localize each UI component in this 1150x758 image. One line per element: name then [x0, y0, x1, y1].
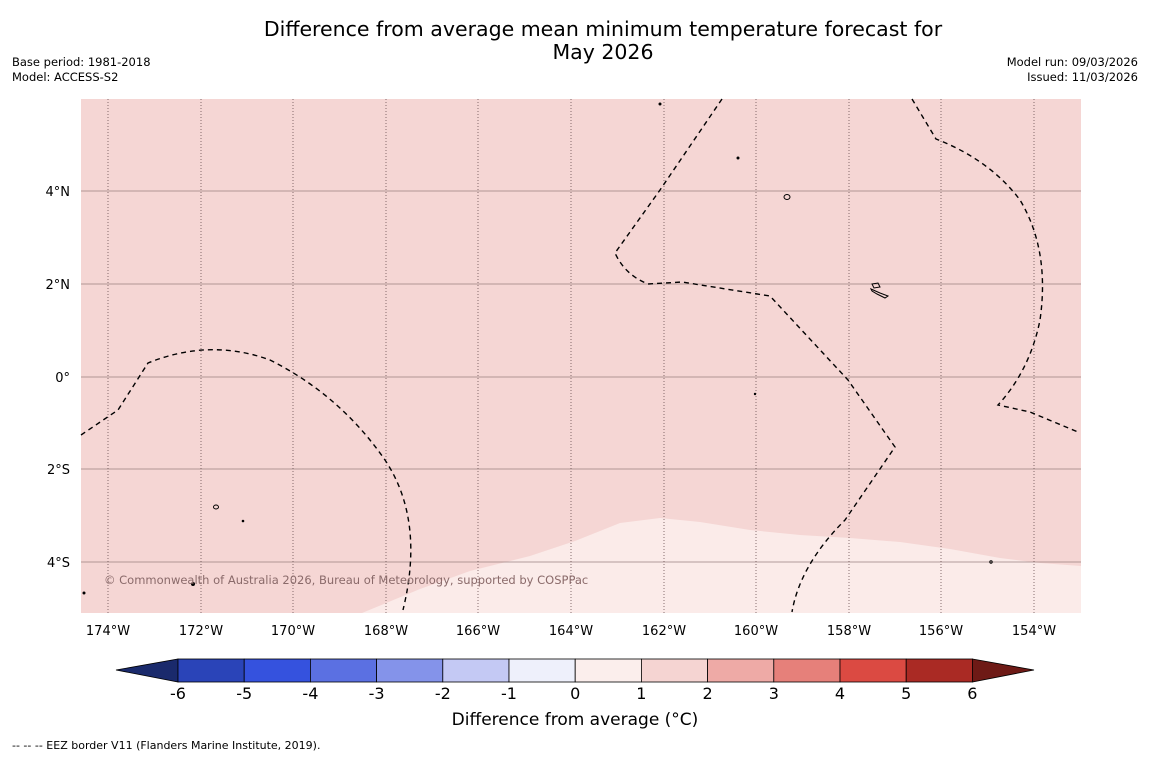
island-4: [658, 102, 662, 106]
lat-label-4s: 4°S: [47, 556, 70, 571]
lon-label-166w: 166°W: [456, 624, 500, 639]
eez-border-east: [911, 98, 1079, 433]
colorbar-tick-6: 6: [967, 684, 977, 703]
island-kiritimati: [869, 282, 890, 299]
colorbar-bin-m3-m2: [376, 658, 444, 683]
run-info: Model run: 09/03/2026 Issued: 11/03/2026: [1007, 55, 1138, 85]
lon-label-164w: 164°W: [549, 624, 593, 639]
colorbar-bin-m4-m3: [309, 658, 377, 683]
lat-label-2s: 2°S: [47, 463, 70, 478]
colorbar-ticks: -6 -5 -4 -3 -2 -1 0 1 2 3 4 5 6: [170, 684, 977, 703]
graticule: [81, 99, 1081, 613]
colorbar-bin-0-1: [574, 658, 642, 683]
colorbar: [115, 658, 1035, 683]
colorbar-title: Difference from average (°C): [451, 710, 699, 730]
colorbar-bin-m5-m4: [243, 658, 311, 683]
colorbar-bin-m1-0: [508, 658, 576, 683]
base-period: Base period: 1981-2018: [12, 55, 151, 69]
anomaly-region-0-1: [362, 518, 1081, 613]
colorbar-tick-4: 4: [835, 684, 845, 703]
lat-label-4n: 4°N: [46, 185, 71, 200]
lon-label-160w: 160°W: [734, 624, 778, 639]
lon-label-168w: 168°W: [364, 624, 408, 639]
eez-footnote: -- -- -- EEZ border V11 (Flanders Marine…: [12, 739, 321, 752]
colorbar-tick-3: 3: [769, 684, 779, 703]
map-title: Difference from average mean minimum tem…: [200, 18, 1006, 64]
island-5: [736, 156, 740, 160]
colorbar-tick-m5: -5: [236, 684, 252, 703]
colorbar-tick-1: 1: [636, 684, 646, 703]
colorbar-tick-m2: -2: [435, 684, 451, 703]
islands: [82, 102, 993, 595]
island-3: [191, 582, 195, 586]
colorbar-tick-5: 5: [901, 684, 911, 703]
colorbar-tick-m1: -1: [501, 684, 517, 703]
title-line-2: May 2026: [552, 40, 654, 64]
model-name: Model: ACCESS-S2: [12, 70, 119, 84]
lon-label-170w: 170°W: [271, 624, 315, 639]
map-area: [81, 99, 1081, 613]
model-info: Base period: 1981-2018 Model: ACCESS-S2: [12, 55, 151, 85]
issued-date: Issued: 11/03/2026: [1027, 70, 1138, 84]
lon-label-154w: 154°W: [1012, 624, 1056, 639]
eez-border-north: [614, 98, 896, 613]
lat-label-0: 0°: [55, 371, 70, 386]
lon-label-162w: 162°W: [642, 624, 686, 639]
lon-label-158w: 158°W: [827, 624, 871, 639]
colorbar-tick-m6: -6: [170, 684, 186, 703]
colorbar-extend-low: [115, 658, 179, 683]
colorbar-bin-3-4: [773, 658, 841, 683]
colorbar-bin-2-3: [707, 658, 775, 683]
latitude-labels: 4°N 2°N 0° 2°S 4°S: [46, 185, 71, 571]
longitude-labels: 174°W 172°W 170°W 168°W 166°W 164°W 162°…: [86, 624, 1056, 639]
colorbar-bin-1-2: [641, 658, 709, 683]
title-line-1: Difference from average mean minimum tem…: [263, 17, 943, 41]
colorbar-bin-m6-m5: [177, 658, 245, 683]
island-1: [783, 194, 791, 200]
lon-label-172w: 172°W: [179, 624, 223, 639]
lat-label-2n: 2°N: [46, 278, 71, 293]
colorbar-extend-high: [972, 658, 1035, 683]
colorbar-bin-m2-m1: [442, 658, 510, 683]
colorbar-tick-2: 2: [703, 684, 713, 703]
colorbar-bin-5-6: [905, 658, 973, 683]
lon-label-174w: 174°W: [86, 624, 130, 639]
colorbar-tick-m3: -3: [369, 684, 385, 703]
lon-label-156w: 156°W: [919, 624, 963, 639]
colorbar-tick-m4: -4: [302, 684, 318, 703]
colorbar-bin-4-5: [839, 658, 907, 683]
island-9: [753, 392, 757, 396]
island-7: [82, 591, 86, 595]
island-8: [989, 560, 993, 564]
colorbar-tick-0: 0: [570, 684, 580, 703]
model-run-date: Model run: 09/03/2026: [1006, 55, 1138, 69]
island-2: [213, 504, 219, 510]
island-6: [241, 519, 245, 523]
copyright-notice: © Commonwealth of Australia 2026, Bureau…: [104, 573, 588, 587]
eez-borders: [80, 98, 1079, 613]
